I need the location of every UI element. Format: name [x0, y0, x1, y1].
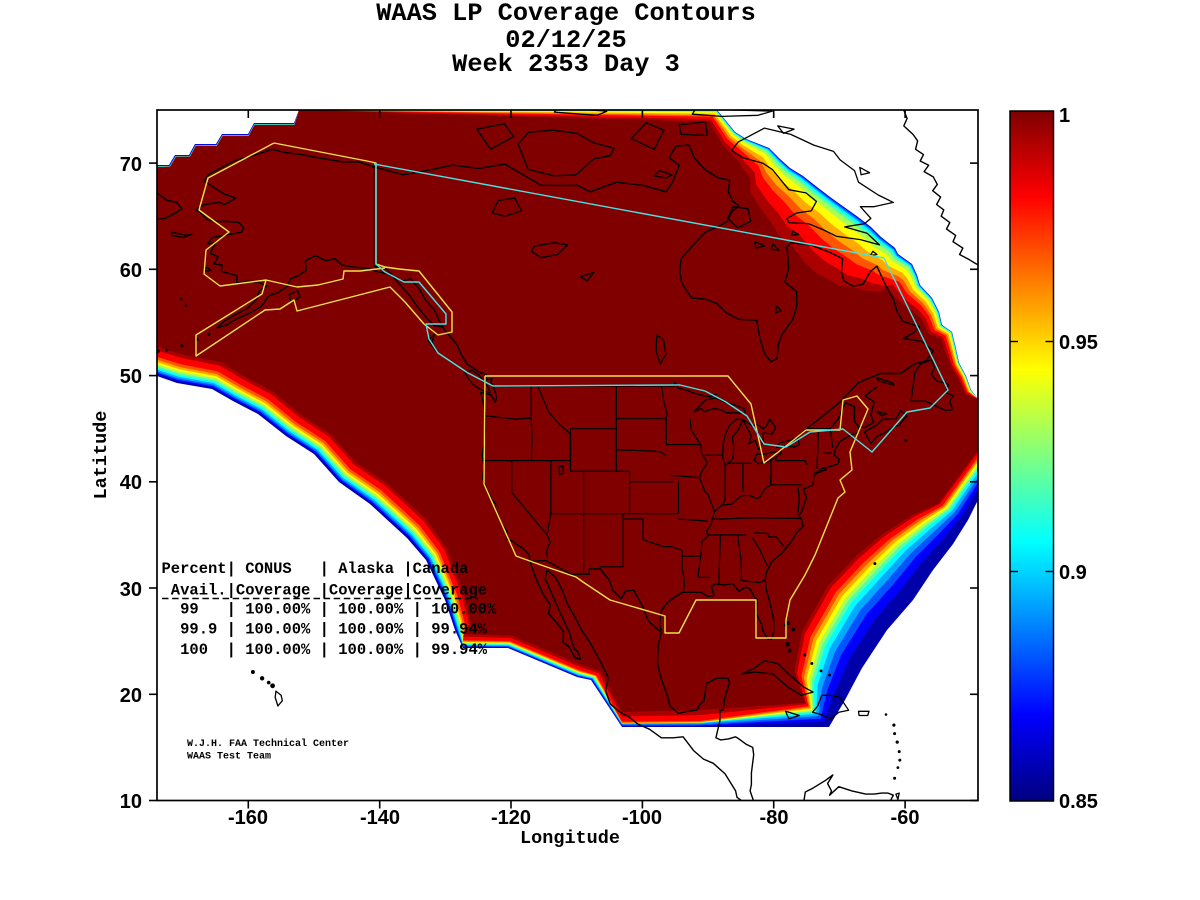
- svg-text:-140: -140: [360, 807, 400, 829]
- svg-text:Week 2353 Day 3: Week 2353 Day 3: [452, 50, 680, 79]
- svg-text:100 | 100.00% | 100.00% | 99.: 100 | 100.00% | 100.00% | 99.94%: [162, 641, 488, 659]
- svg-text:1: 1: [1059, 105, 1070, 127]
- svg-text:WAAS Test Team: WAAS Test Team: [187, 752, 271, 763]
- svg-text:WAAS LP Coverage Contours: WAAS LP Coverage Contours: [376, 0, 756, 28]
- svg-text:-120: -120: [491, 807, 531, 829]
- svg-text:0.9: 0.9: [1059, 562, 1087, 584]
- svg-text:Latitude: Latitude: [91, 411, 112, 500]
- svg-text:Longitude: Longitude: [520, 828, 620, 849]
- svg-text:20: 20: [120, 685, 142, 707]
- svg-text:70: 70: [120, 154, 142, 176]
- svg-text:-100: -100: [622, 807, 662, 829]
- svg-text:-60: -60: [891, 807, 920, 829]
- svg-text:99 | 100.00% | 100.00% | 100: 99 | 100.00% | 100.00% | 100.00%: [162, 600, 498, 618]
- svg-text:10: 10: [120, 791, 142, 813]
- svg-text:Percent| CONUS | Alaska |Can: Percent| CONUS | Alaska |Canada: [162, 560, 469, 578]
- svg-text:W.J.H. FAA Technical Center: W.J.H. FAA Technical Center: [187, 738, 349, 750]
- svg-text:60: 60: [120, 260, 142, 282]
- svg-text:0.85: 0.85: [1059, 791, 1098, 813]
- svg-text:-80: -80: [760, 807, 789, 829]
- svg-text:30: 30: [120, 579, 142, 601]
- svg-text:40: 40: [120, 472, 142, 494]
- svg-text:0.95: 0.95: [1059, 332, 1098, 354]
- svg-text:99.9 | 100.00% | 100.00% | 99.: 99.9 | 100.00% | 100.00% | 99.94%: [162, 621, 488, 639]
- svg-text:-160: -160: [228, 807, 268, 829]
- svg-text:50: 50: [120, 366, 142, 388]
- svg-text:Avail.|Coverage |Coverage|Cove: Avail.|Coverage |Coverage|Coverage: [162, 581, 488, 599]
- svg-text:02/12/25: 02/12/25: [505, 26, 626, 55]
